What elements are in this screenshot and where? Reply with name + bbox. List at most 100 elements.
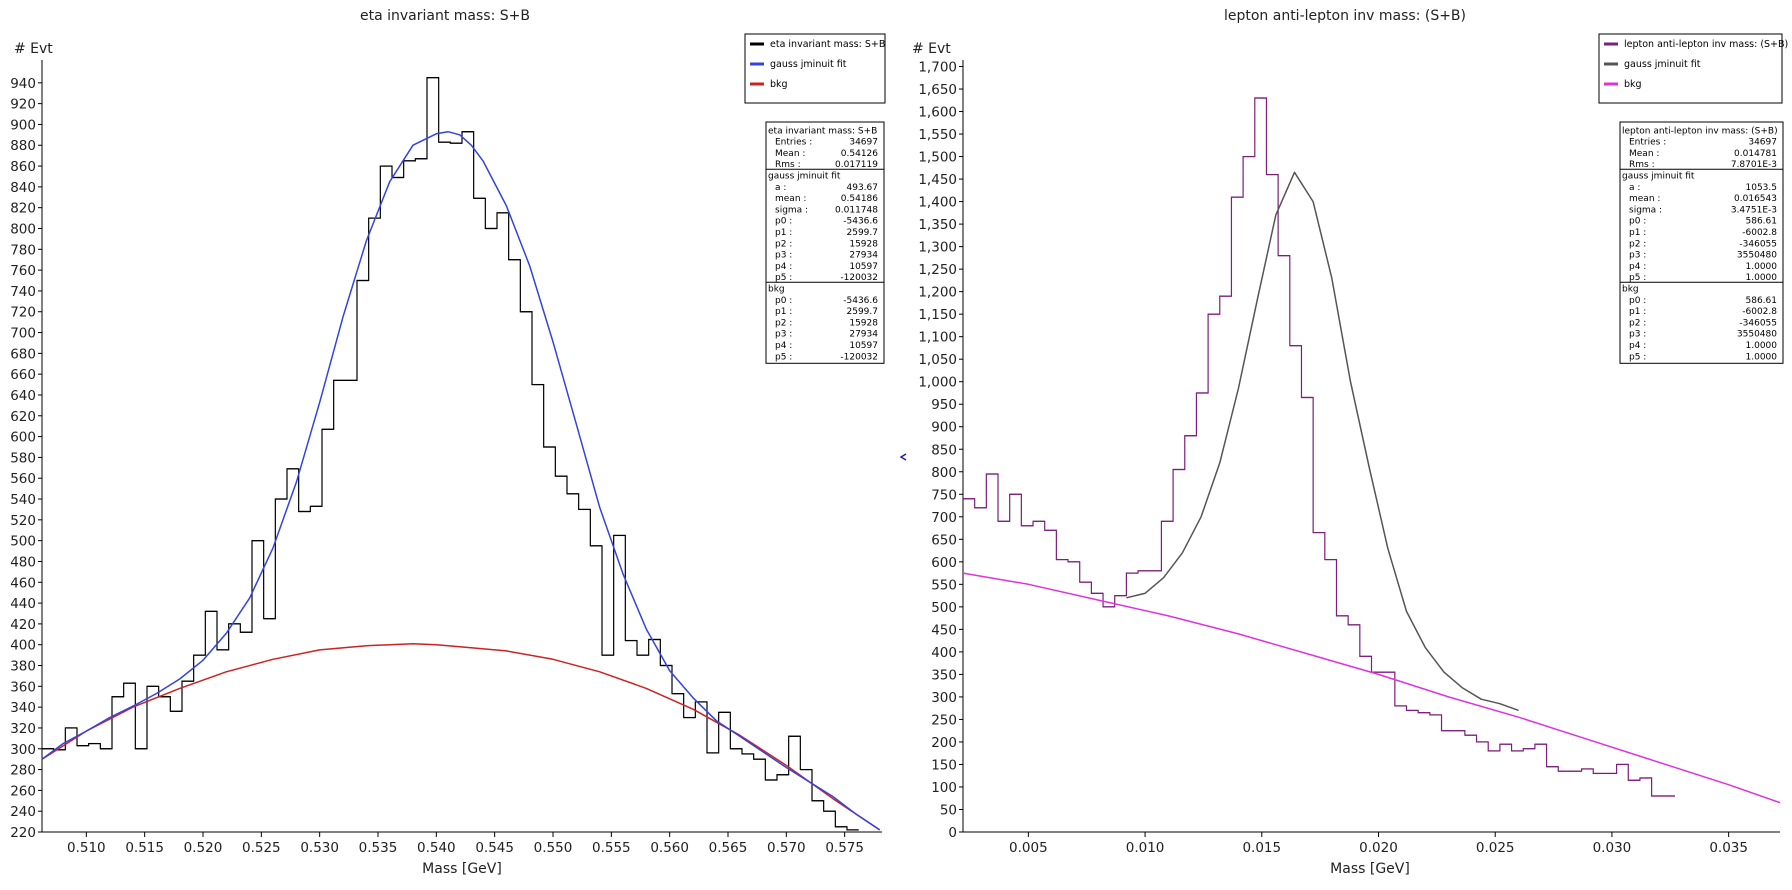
stats-value: -5436.6 (843, 217, 878, 227)
legend-entry: lepton anti-lepton inv mass: (S+B) (1624, 39, 1788, 50)
stats-key: p5 : (775, 273, 792, 283)
stats-block-title: bkg (768, 285, 785, 295)
y-tick-label: 400 (10, 638, 36, 654)
stats-key: Mean : (1629, 149, 1659, 159)
chart-title: eta invariant mass: S+B (360, 8, 530, 24)
x-tick-label: 0.550 (534, 840, 573, 856)
y-tick-label: 580 (10, 450, 36, 466)
x-tick-label: 0.015 (1242, 840, 1281, 856)
stats-value: -346055 (1739, 318, 1777, 328)
stats-value: 3550480 (1737, 330, 1777, 340)
stats-value: 1.0000 (1746, 352, 1778, 362)
stats-key: Entries : (775, 138, 812, 148)
y-tick-label: 450 (931, 622, 957, 638)
y-tick-label: 200 (931, 735, 957, 751)
x-tick-label: 0.520 (184, 840, 223, 856)
stats-value: -6002.8 (1742, 228, 1777, 238)
stats-value: 1053.5 (1746, 183, 1778, 193)
stats-key: mean : (1629, 194, 1660, 204)
stats-key: p5 : (1629, 352, 1646, 362)
y-tick-label: 640 (10, 388, 36, 404)
stats-value: 0.017119 (835, 160, 878, 170)
stats-value: 493.67 (847, 183, 879, 193)
legend-entry: eta invariant mass: S+B (770, 39, 885, 50)
stats-key: p3 : (775, 330, 792, 340)
lepton-mass-chart: lepton anti-lepton inv mass: (S+B) # Evt M… (912, 8, 1788, 877)
y-tick-label: 260 (10, 783, 36, 799)
y-tick-label: 1,700 (918, 60, 957, 76)
y-tick-label: 560 (10, 471, 36, 487)
stats-key: p1 : (775, 307, 792, 317)
stats-value: -6002.8 (1742, 307, 1777, 317)
stats-key: p2 : (775, 318, 792, 328)
x-tick-label: 0.525 (242, 840, 281, 856)
stats-key: p5 : (1629, 273, 1646, 283)
y-tick-label: 680 (10, 346, 36, 362)
x-tick-label: 0.560 (650, 840, 689, 856)
y-tick-label: 280 (10, 763, 36, 779)
y-tick-label: 700 (931, 510, 957, 526)
stats-frame (765, 121, 885, 364)
y-tick-label: 600 (10, 430, 36, 446)
x-tick-label: 0.575 (825, 840, 864, 856)
x-tick-label: 0.530 (300, 840, 339, 856)
stats-value: 10597 (849, 262, 878, 272)
stats-value: 2599.7 (847, 307, 879, 317)
y-tick-label: 800 (931, 465, 957, 481)
stats-value: 0.014781 (1734, 149, 1777, 159)
x-tick-label: 0.510 (67, 840, 106, 856)
stats-key: Mean : (775, 149, 805, 159)
legend-frame (744, 33, 886, 104)
y-tick-label: 360 (10, 679, 36, 695)
y-tick-label: 240 (10, 804, 36, 820)
stats-key: p1 : (775, 228, 792, 238)
stats-key: p1 : (1629, 307, 1646, 317)
y-tick-label: 760 (10, 263, 36, 279)
x-tick-label: 0.570 (767, 840, 806, 856)
stats-value: -120032 (840, 273, 878, 283)
y-tick-label: 540 (10, 492, 36, 508)
y-tick-label: 820 (10, 201, 36, 217)
y-tick-label: 460 (10, 575, 36, 591)
y-tick-label: 320 (10, 721, 36, 737)
y-tick-label: 850 (931, 442, 957, 458)
stats-box: lepton anti-lepton inv mass: (S+B) Entrie… (1619, 121, 1784, 364)
stats-key: mean : (775, 194, 806, 204)
histogram-series-line (42, 77, 859, 831)
stats-key: p3 : (775, 251, 792, 261)
splitter-handle-icon[interactable] (899, 453, 907, 461)
bkg-curve-line (41, 642, 881, 831)
legend-box: eta invariant mass: S+B gauss jminuit fit… (744, 33, 886, 104)
stats-key: Entries : (1629, 138, 1666, 148)
stats-key: p2 : (775, 239, 792, 249)
y-tick-label: 840 (10, 180, 36, 196)
y-tick-label: 420 (10, 617, 36, 633)
stats-value: 0.016543 (1734, 194, 1777, 204)
stats-value: 15928 (849, 318, 878, 328)
stats-value: 0.54126 (841, 149, 878, 159)
stats-value: 7.8701E-3 (1731, 160, 1777, 170)
y-tick-label: 500 (931, 600, 957, 616)
y-axis-label: # Evt (912, 41, 951, 57)
stats-value: 27934 (849, 251, 878, 261)
stats-value: 0.011748 (835, 205, 878, 215)
y-tick-label: 750 (931, 487, 957, 503)
stats-key: p2 : (1629, 239, 1646, 249)
y-tick-label: 700 (10, 326, 36, 342)
x-axis-label: Mass [GeV] (1330, 861, 1410, 877)
x-tick-label: 0.035 (1709, 840, 1748, 856)
y-tick-label: 1,450 (918, 172, 957, 188)
y-tick-label: 350 (931, 667, 957, 683)
x-tick-label: 0.535 (359, 840, 398, 856)
legend-entry: bkg (1624, 79, 1642, 90)
fit-curve-line (1126, 171, 1519, 712)
stats-value: -5436.6 (843, 296, 878, 306)
x-tick-label: 0.565 (709, 840, 748, 856)
stats-value: 10597 (849, 341, 878, 351)
y-tick-label: 660 (10, 367, 36, 383)
stats-block-title: gauss jminuit fit (768, 172, 841, 182)
x-tick-label: 0.555 (592, 840, 631, 856)
stats-block-title: gauss jminuit fit (1622, 172, 1695, 182)
y-tick-label: 880 (10, 138, 36, 154)
stats-value: -346055 (1739, 239, 1777, 249)
